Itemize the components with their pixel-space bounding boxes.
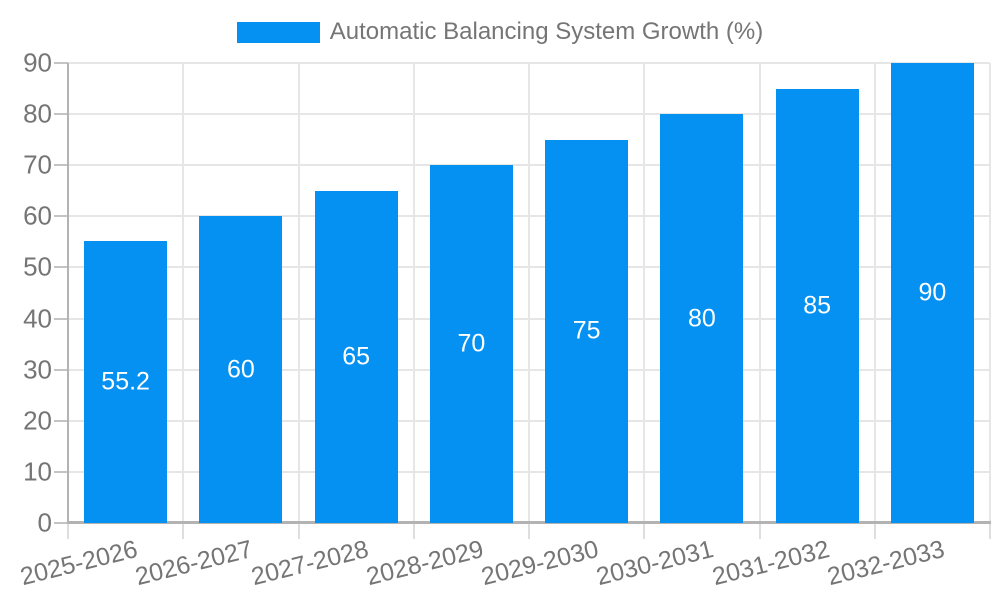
y-axis-tick bbox=[54, 62, 68, 64]
y-axis-label: 40 bbox=[23, 303, 52, 334]
y-axis-tick bbox=[54, 266, 68, 269]
bar bbox=[429, 165, 513, 523]
legend-label: Automatic Balancing System Growth (%) bbox=[329, 18, 764, 45]
bar-value-label: 70 bbox=[457, 329, 486, 358]
y-axis-label: 30 bbox=[23, 354, 52, 385]
v-gridline bbox=[989, 63, 991, 523]
x-axis-tick bbox=[182, 523, 185, 539]
x-axis-label: 2025-2026 bbox=[17, 535, 141, 592]
y-axis-tick bbox=[54, 164, 68, 167]
x-axis-tick bbox=[528, 523, 530, 539]
y-axis-tick bbox=[54, 368, 68, 371]
y-axis-line bbox=[67, 63, 69, 523]
bar-value-label: 80 bbox=[687, 304, 716, 333]
bar bbox=[775, 88, 859, 523]
v-gridline bbox=[412, 63, 415, 523]
x-axis-label: 2026-2027 bbox=[132, 535, 256, 592]
bar bbox=[314, 190, 398, 523]
y-axis-label: 50 bbox=[23, 251, 52, 282]
x-axis-tick bbox=[873, 523, 876, 539]
x-axis-tick bbox=[297, 523, 300, 539]
bar-value-label: 60 bbox=[226, 355, 255, 384]
legend: Automatic Balancing System Growth (%) bbox=[0, 15, 1000, 49]
x-axis-label: 2031-2032 bbox=[709, 535, 832, 592]
y-axis-label: 10 bbox=[23, 456, 52, 487]
y-axis-tick bbox=[54, 470, 68, 473]
legend-swatch-icon bbox=[236, 21, 320, 43]
x-axis-label: 2030-2031 bbox=[593, 535, 717, 592]
bar bbox=[84, 240, 168, 523]
y-axis-tick bbox=[54, 317, 68, 320]
v-gridline bbox=[182, 63, 185, 523]
x-axis-line bbox=[67, 521, 991, 524]
x-axis-tick bbox=[643, 523, 646, 539]
y-axis-tick bbox=[54, 113, 68, 116]
x-axis-tick bbox=[67, 523, 69, 539]
v-gridline bbox=[528, 63, 530, 523]
bar-value-label: 85 bbox=[803, 291, 832, 320]
x-axis-tick bbox=[758, 523, 761, 539]
x-axis-label: 2028-2029 bbox=[363, 535, 487, 592]
x-axis-label: 2032-2033 bbox=[824, 535, 948, 592]
y-axis-label: 0 bbox=[37, 507, 52, 538]
y-axis-tick bbox=[54, 215, 68, 218]
y-axis-label: 80 bbox=[23, 98, 52, 129]
y-axis-tick bbox=[54, 419, 68, 422]
bar bbox=[890, 63, 974, 523]
bar bbox=[199, 216, 283, 523]
bar bbox=[660, 114, 744, 523]
bar-value-label: 65 bbox=[342, 342, 371, 371]
bar-value-label: 75 bbox=[572, 316, 601, 345]
v-gridline bbox=[758, 63, 761, 523]
x-axis-tick bbox=[412, 523, 415, 539]
x-axis-label: 2027-2028 bbox=[248, 535, 371, 592]
y-axis-label: 70 bbox=[23, 149, 52, 180]
bar-value-label: 55.2 bbox=[101, 367, 150, 396]
bar bbox=[545, 139, 629, 523]
v-gridline bbox=[643, 63, 646, 523]
v-gridline bbox=[297, 63, 300, 523]
y-axis-label: 20 bbox=[23, 405, 52, 436]
y-axis-label: 60 bbox=[23, 200, 52, 231]
bar-value-label: 90 bbox=[918, 278, 947, 307]
x-axis-label: 2029-2030 bbox=[478, 535, 602, 592]
x-axis-tick bbox=[989, 523, 991, 539]
v-gridline bbox=[873, 63, 876, 523]
y-axis-tick bbox=[54, 522, 68, 524]
y-axis-label: 90 bbox=[23, 47, 52, 78]
